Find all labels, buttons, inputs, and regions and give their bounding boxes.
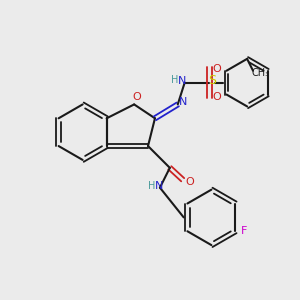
Text: N: N (178, 76, 186, 85)
Text: CH₃: CH₃ (252, 68, 270, 78)
Text: H: H (148, 181, 156, 191)
Text: F: F (241, 226, 248, 236)
Text: O: O (185, 177, 194, 187)
Text: N: N (178, 98, 187, 107)
Text: S: S (208, 74, 216, 87)
Text: H: H (171, 75, 178, 85)
Text: O: O (212, 92, 221, 101)
Text: O: O (212, 64, 221, 74)
Text: N: N (155, 181, 163, 191)
Text: O: O (133, 92, 142, 101)
